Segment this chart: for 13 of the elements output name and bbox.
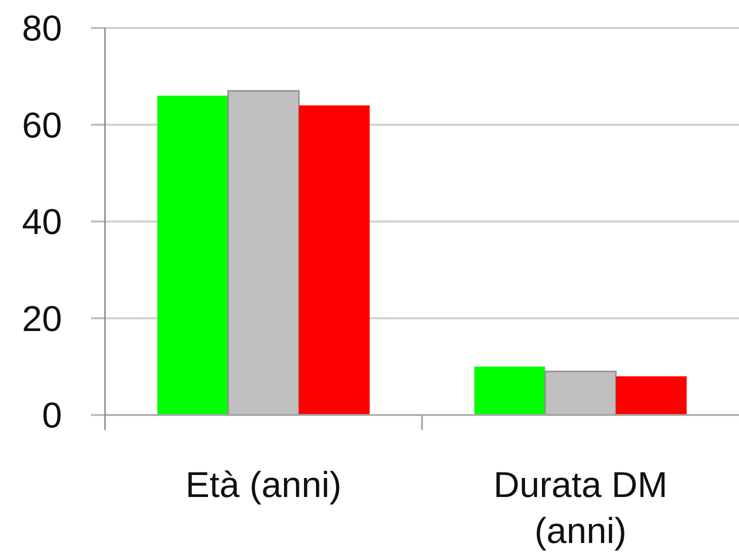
y-tick-label: 60 <box>22 104 62 146</box>
x-tick-label: Età (anni) <box>185 464 342 505</box>
bar <box>474 366 546 415</box>
y-tick-label: 20 <box>22 298 62 339</box>
bar <box>157 96 228 415</box>
bar <box>227 90 300 416</box>
bar <box>616 376 687 415</box>
y-tick-label: 0 <box>42 394 62 436</box>
x-tick-label: Durata DM (anni) <box>493 464 668 551</box>
y-tick-label: 80 <box>22 8 62 49</box>
y-tick-label: 40 <box>22 201 62 242</box>
bar <box>544 370 617 416</box>
bar <box>298 105 370 415</box>
